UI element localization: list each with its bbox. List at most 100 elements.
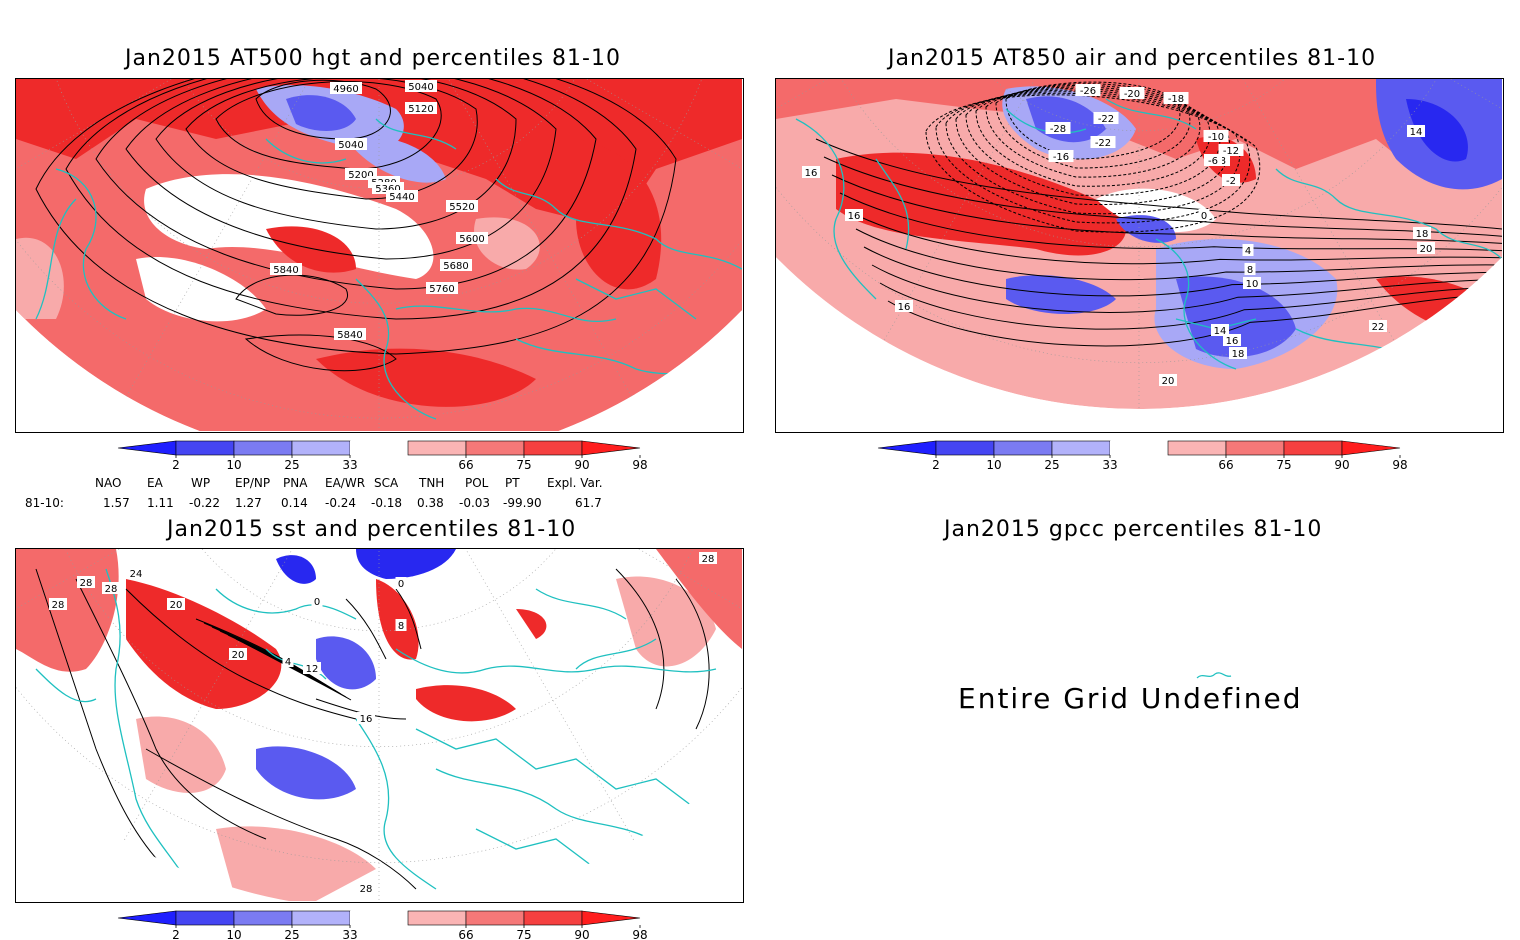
- meridian-line: [16, 79, 380, 212]
- contour-label-box: [1203, 130, 1229, 142]
- index-value: 1.11: [147, 496, 174, 510]
- contour-line: [35, 79, 677, 355]
- contour-line: [95, 79, 597, 290]
- contour-label: 16: [848, 211, 861, 222]
- contour-line: [847, 210, 1502, 265]
- contour-label-box: [1211, 324, 1229, 336]
- contour-label: 28: [702, 554, 715, 565]
- contour-line: [251, 646, 352, 701]
- coastline: [535, 588, 657, 670]
- contour-line: [955, 89, 1231, 206]
- colorbar-label: 75: [516, 928, 531, 940]
- index-header: PNA: [283, 476, 308, 490]
- colorbar-segment: [291, 910, 351, 926]
- latitude-circle: [16, 549, 742, 863]
- contour-line: [615, 568, 710, 730]
- contour-label: 24: [130, 569, 143, 580]
- anomaly-region: [1116, 215, 1176, 243]
- colorbar-label: 25: [284, 928, 299, 940]
- contour-label-box: [1223, 334, 1241, 346]
- contour-line: [155, 79, 517, 230]
- colorbar-label: 33: [342, 458, 357, 472]
- index-value: -0.22: [189, 496, 221, 510]
- contour-label-box: [357, 882, 375, 894]
- contour-line: [125, 79, 557, 260]
- map-at850: -26-22-20-18-28-22-16-10-12-8-6-20481014…: [775, 78, 1504, 433]
- panel-title-at500: Jan2015 AT500 hgt and percentiles 81-10: [125, 46, 621, 71]
- contour-line: [345, 588, 422, 660]
- contour-line: [995, 83, 1191, 169]
- coastline: [1005, 98, 1197, 134]
- contour-label: 5040: [338, 140, 363, 151]
- coastline: [35, 168, 127, 320]
- contour-label: -6: [1208, 156, 1218, 167]
- contour-label: 5600: [459, 234, 484, 245]
- map-content: 28 24 28 28 20 0 0 4 8 12 16 20 28 28: [16, 549, 742, 901]
- contour-label: 28: [52, 600, 65, 611]
- contour-line: [965, 88, 1221, 196]
- contour-label-box: [1229, 347, 1247, 359]
- contour-line: [255, 79, 391, 140]
- contour-line: [125, 588, 357, 720]
- contour-label-box: [229, 648, 247, 660]
- colorbar-arrow-left: [117, 910, 177, 926]
- colorbar-sst: 2 10 25 33 66 75 90 98: [117, 910, 648, 940]
- contour-label-box: [1407, 125, 1425, 137]
- contour-label: 5120: [408, 104, 433, 115]
- anomaly-region: [1406, 99, 1468, 162]
- contour-label: 28: [105, 584, 118, 595]
- colorbar-label: 33: [1102, 458, 1117, 472]
- anomaly-region: [1176, 276, 1296, 358]
- colorbar-label: 90: [574, 458, 589, 472]
- index-value: 0.14: [281, 496, 308, 510]
- map-sst: 28 24 28 28 20 0 0 4 8 12 16 20 28 28: [15, 548, 744, 903]
- contour-label: 5840: [273, 265, 298, 276]
- index-header: EA/WR: [325, 476, 366, 490]
- index-header: POL: [465, 476, 489, 490]
- panel-title-sst: Jan2015 sst and percentiles 81-10: [167, 517, 577, 542]
- contour-label: 12: [306, 664, 319, 675]
- contour-label-box: [1222, 174, 1240, 186]
- index-value: -99.90: [503, 496, 542, 510]
- index-value: 0.38: [417, 496, 444, 510]
- contour-label: 28: [360, 884, 373, 895]
- contour-label: 22: [1372, 322, 1385, 333]
- anomaly-region: [16, 79, 742, 229]
- colorbar-segment: [1110, 441, 1168, 455]
- index-header: EA: [147, 476, 163, 490]
- contour-label: 20: [232, 650, 245, 661]
- index-value: -0.03: [459, 496, 491, 510]
- index-header: PT: [505, 476, 520, 490]
- contour-label: 18: [1416, 229, 1429, 240]
- colorbar-arrow-right: [581, 440, 641, 456]
- coastline: [265, 118, 457, 164]
- coastline: [435, 768, 667, 870]
- colorbar-label: 98: [632, 458, 647, 472]
- meridian-line: [378, 79, 632, 397]
- contour-label-box: [395, 577, 407, 589]
- contour-label-box: [335, 138, 367, 150]
- contour-label: 5360: [375, 184, 400, 195]
- contour-label-box: [1093, 112, 1119, 124]
- colorbar-segment: [465, 910, 525, 926]
- meridian-line: [378, 549, 635, 841]
- anomaly-region: [136, 716, 226, 793]
- contour-line: [65, 79, 637, 320]
- latitude-circle: [776, 79, 1502, 363]
- contour-label-box: [270, 263, 302, 275]
- contour-label-box: [1045, 122, 1071, 134]
- contour-label-box: [405, 80, 437, 92]
- contour-label: 0: [314, 597, 320, 608]
- colorbar-segment: [1051, 440, 1111, 456]
- contour-label: 16: [898, 302, 911, 313]
- index-value: 1.27: [235, 496, 262, 510]
- contour-label-box: [699, 552, 717, 564]
- colorbar-segment: [407, 440, 467, 456]
- contour-label: 8: [1247, 265, 1253, 276]
- panel-title-at850: Jan2015 AT850 air and percentiles 81-10: [888, 46, 1377, 71]
- teleconnection-indices: NAO EA WP EP/NP PNA EA/WR SCA TNH POL PT Expl. Var…: [25, 474, 705, 514]
- colorbar-segment: [935, 440, 995, 456]
- colorbar-label: 66: [1218, 458, 1233, 472]
- contour-label: -16: [1053, 152, 1069, 163]
- contour-label-box: [895, 300, 913, 312]
